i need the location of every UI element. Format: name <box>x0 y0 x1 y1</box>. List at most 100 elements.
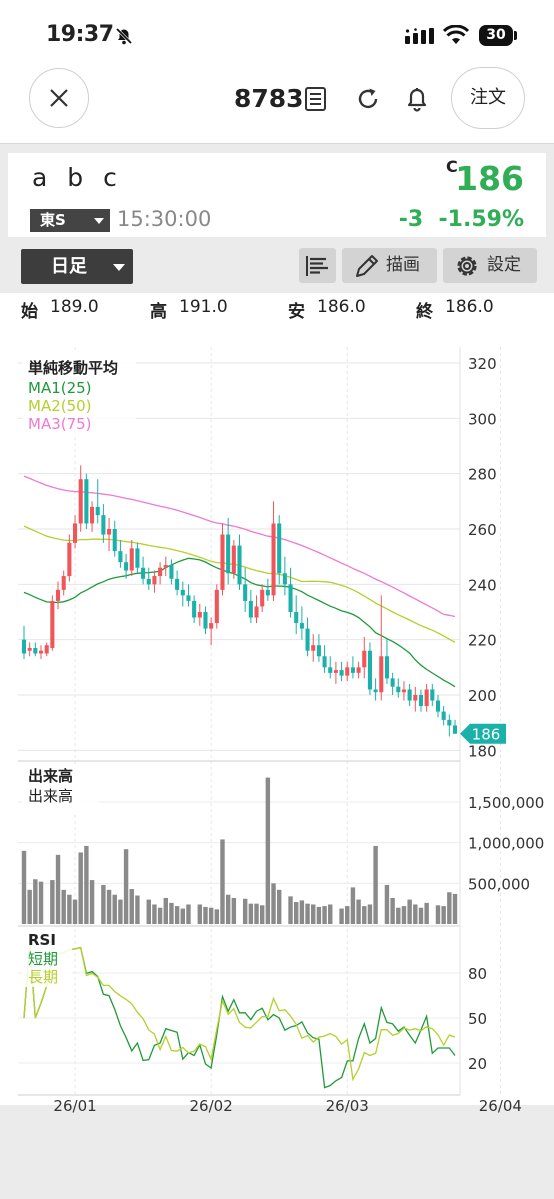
stock-name: a b c <box>32 163 123 192</box>
candle <box>379 595 384 701</box>
candle-body <box>84 479 89 524</box>
volume-bar <box>293 902 299 924</box>
candle <box>231 540 236 579</box>
volume-bar <box>424 902 429 924</box>
volume-bar <box>396 907 401 924</box>
candle-body <box>231 545 236 574</box>
candle-body <box>452 725 458 734</box>
date-tick-label: 26/02 <box>190 1097 233 1115</box>
candle-body <box>299 623 304 629</box>
volume-bar <box>67 894 72 924</box>
indicator-button[interactable] <box>299 248 336 283</box>
candle <box>299 606 304 640</box>
volume-bar <box>276 889 282 924</box>
candle-body <box>413 695 418 701</box>
candle-body <box>129 548 134 571</box>
candle-body <box>50 600 55 648</box>
bell-icon[interactable] <box>404 85 430 113</box>
candle-body <box>237 545 242 585</box>
volume-bar <box>271 883 276 924</box>
open-label: 始 <box>21 302 38 322</box>
stock-chart[interactable]: 320 300 280 260 240 220 200 180 26/01 26/02 26/03 2… <box>0 323 554 1199</box>
volume-bar <box>208 907 214 924</box>
candle <box>356 661 361 679</box>
candle-body <box>447 719 452 726</box>
candle <box>362 636 367 679</box>
candle-body <box>316 645 321 657</box>
candle <box>21 625 27 660</box>
candle <box>265 578 270 601</box>
candle-body <box>322 656 327 668</box>
bars-icon <box>306 256 328 276</box>
last-price-tag <box>460 723 506 744</box>
ma-legend-box <box>22 353 136 435</box>
period-select[interactable]: 日足 <box>21 249 133 284</box>
volume-bar <box>311 904 316 924</box>
candle <box>124 553 129 579</box>
volume-bar <box>452 893 458 924</box>
ma-line-3 <box>23 475 456 618</box>
candle <box>441 706 446 726</box>
refresh-icon[interactable] <box>355 86 381 112</box>
candle-body <box>27 647 32 651</box>
candle-body <box>146 578 151 585</box>
candle <box>197 603 202 626</box>
draw-button[interactable]: 描画 <box>342 248 437 283</box>
settings-button[interactable]: 設定 <box>443 248 537 283</box>
candle <box>277 515 282 585</box>
candle-body <box>61 576 66 590</box>
volume-bar <box>441 906 446 924</box>
axis-labels: 320 300 280 260 240 220 200 180 26/01 26/02 26/03 2… <box>53 355 544 1115</box>
candle-body <box>152 576 157 585</box>
candle <box>101 504 106 543</box>
volume-bar <box>373 845 378 924</box>
candle-body <box>175 578 180 590</box>
candle-body <box>101 515 106 535</box>
volume-bar <box>231 897 237 924</box>
volume-bar <box>390 897 395 924</box>
market-label: 東S <box>40 211 66 229</box>
ma2-legend: MA2(50) <box>28 397 92 415</box>
battery-tip <box>514 31 517 40</box>
candle-body <box>277 523 282 574</box>
candle-body <box>186 595 191 601</box>
volume-bar <box>118 899 123 924</box>
candle <box>401 681 407 701</box>
period-label: 日足 <box>51 256 87 277</box>
volume-bar <box>27 889 32 924</box>
candle-body <box>163 564 168 568</box>
candle <box>322 645 327 673</box>
candle-body <box>430 689 435 701</box>
candle <box>254 595 259 624</box>
candle <box>163 556 168 577</box>
order-button[interactable]: 注文 <box>451 67 525 129</box>
candle <box>333 661 338 684</box>
candle-body <box>265 589 270 596</box>
candle <box>192 595 197 624</box>
candle <box>78 465 83 532</box>
candle <box>373 678 378 701</box>
volume-bar <box>101 884 106 924</box>
change-value: -3 <box>398 207 424 232</box>
candle <box>413 686 418 712</box>
close-flag: C <box>446 157 458 176</box>
candle-body <box>107 529 112 535</box>
date-tick-label: 26/03 <box>326 1097 369 1115</box>
volume-bar <box>339 908 344 924</box>
candle <box>180 581 185 607</box>
market-select[interactable]: 東S <box>30 209 110 232</box>
document-icon[interactable] <box>304 86 328 112</box>
volume-bar <box>129 889 134 924</box>
candle-body <box>435 700 441 712</box>
volume-bar <box>305 903 310 924</box>
price-tick-label: 280 <box>468 466 497 484</box>
candle <box>214 584 219 629</box>
close-button[interactable] <box>29 68 89 128</box>
candle-body <box>118 551 123 563</box>
candle-body <box>226 534 231 574</box>
candle-body <box>203 612 208 629</box>
volume-bar <box>384 884 390 924</box>
candle <box>203 606 208 635</box>
volume-legend-title: 出来高 <box>28 767 73 785</box>
candle-body <box>294 612 299 624</box>
